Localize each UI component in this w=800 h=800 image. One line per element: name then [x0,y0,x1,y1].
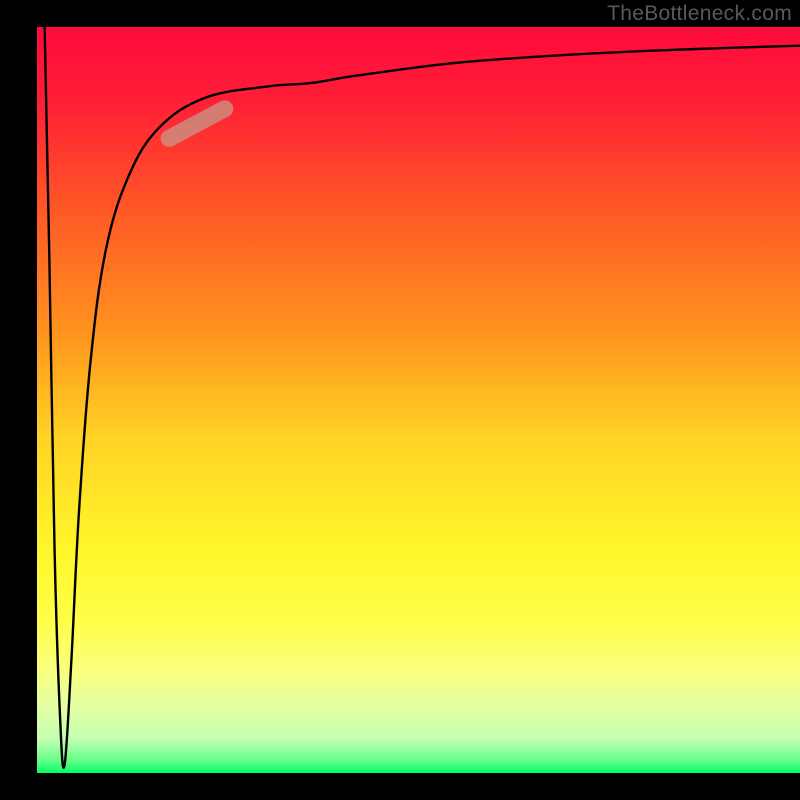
bottleneck-curve [45,27,800,768]
plot-area [37,27,800,773]
curve-svg [37,27,800,773]
attribution-text: TheBottleneck.com [607,2,792,26]
